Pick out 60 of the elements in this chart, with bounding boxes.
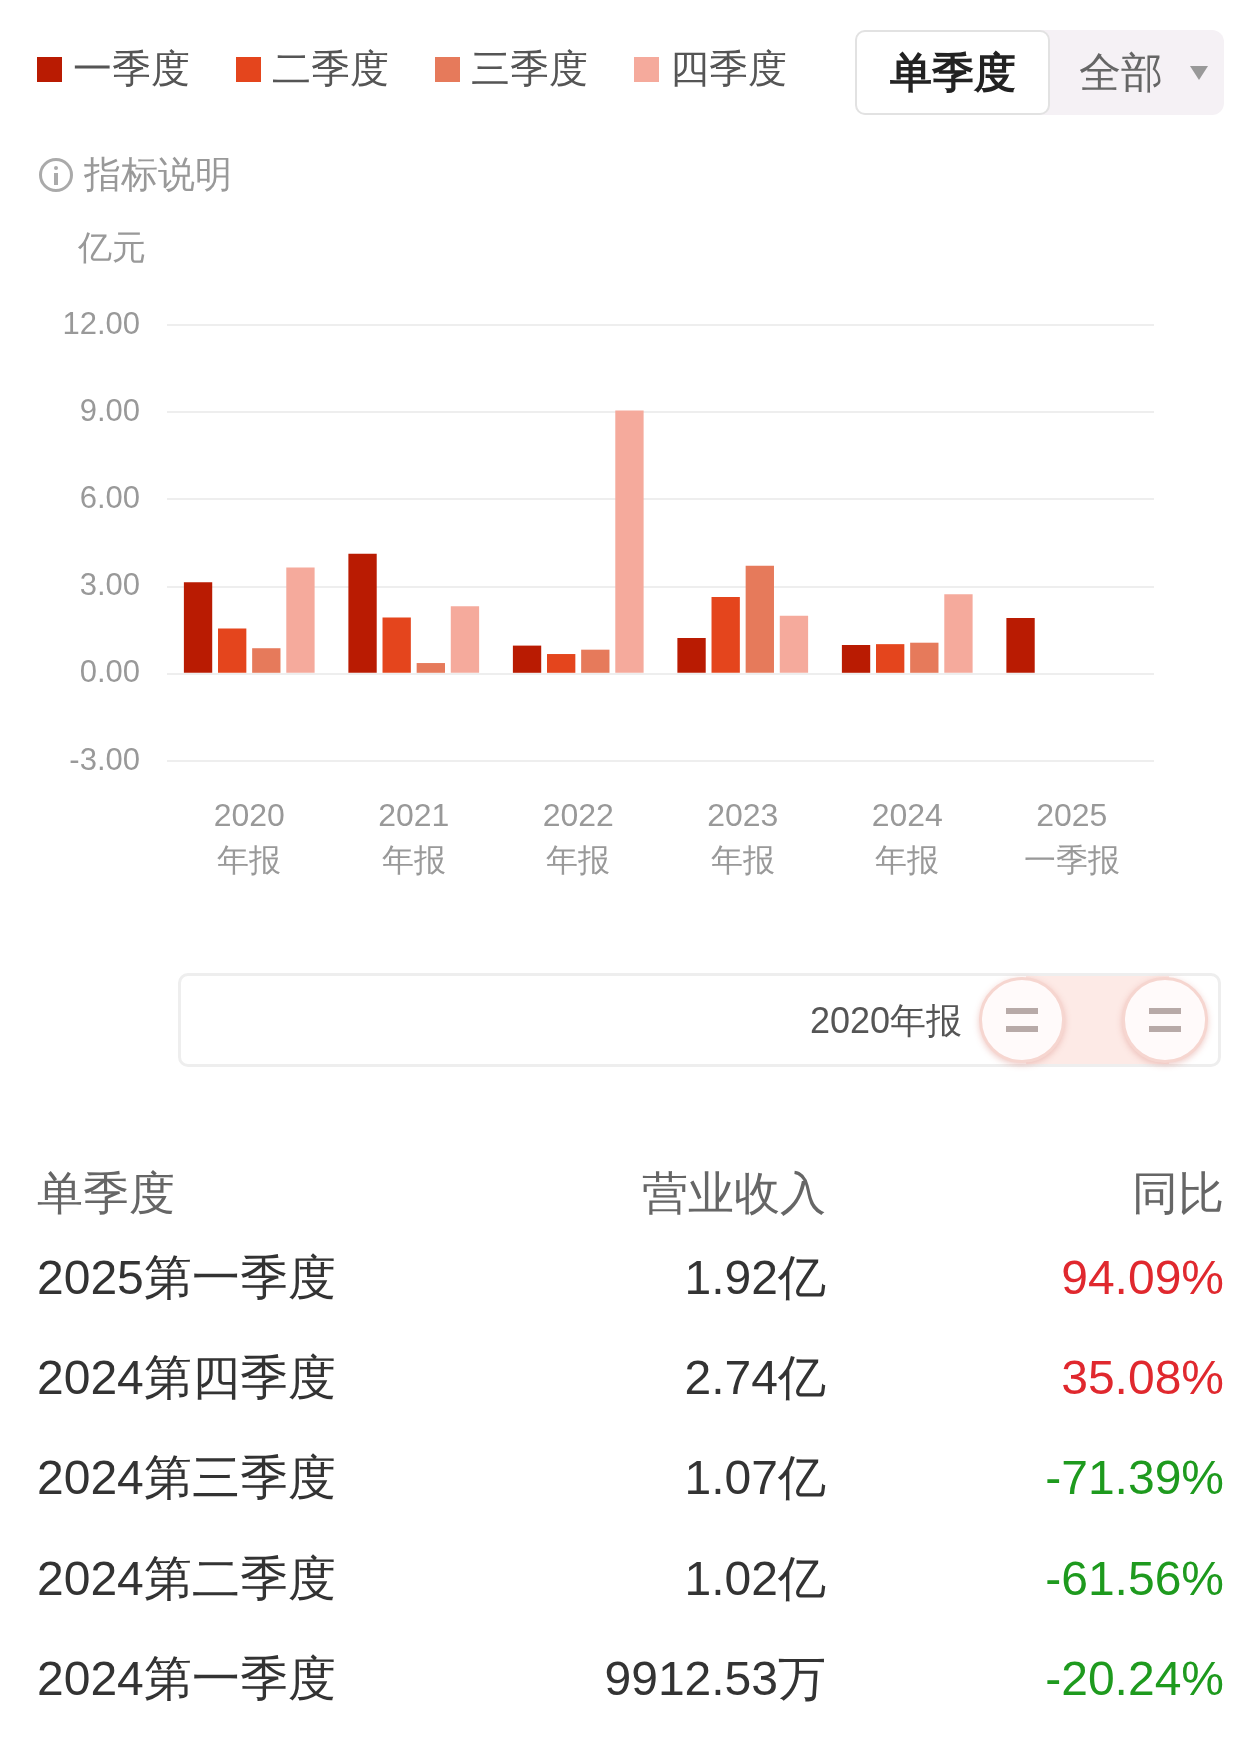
legend-label: 四季度 xyxy=(670,46,787,92)
text: 1.92亿 xyxy=(684,1250,826,1306)
bar xyxy=(286,567,315,673)
text: -71.39% xyxy=(1045,1450,1224,1507)
y-tick-label: -3.00 xyxy=(69,741,140,777)
y-tick-label: 0.00 xyxy=(79,654,140,690)
y-axis-title: 亿元 xyxy=(78,228,146,266)
text: -61.56% xyxy=(1045,1550,1224,1607)
button: 单季度 xyxy=(855,30,1050,115)
bar xyxy=(218,628,247,673)
bar xyxy=(512,645,542,673)
text: 2024第三季度 xyxy=(37,1450,336,1507)
text: 2024第一季度 xyxy=(37,1650,336,1707)
x-tick-label: 2024 年报 xyxy=(871,797,943,879)
bar xyxy=(711,597,740,673)
legend-label: 一季度 xyxy=(73,46,190,92)
y-tick-label: 6.00 xyxy=(79,479,140,515)
text: 2024第二季度 xyxy=(37,1550,336,1607)
text: 单季度 xyxy=(37,1166,175,1221)
bar xyxy=(547,654,576,673)
text: -20.24% xyxy=(1045,1650,1224,1707)
bar xyxy=(944,594,973,673)
text: 94.09% xyxy=(1061,1250,1224,1306)
text: 2025第一季度 xyxy=(37,1250,336,1306)
segmented-control: 单季度 全部 xyxy=(855,30,1224,115)
legend-label: 二季度 xyxy=(272,46,389,92)
text: 35.08% xyxy=(1061,1350,1224,1407)
bar xyxy=(416,663,445,673)
bar xyxy=(252,648,281,673)
bar xyxy=(348,553,377,673)
y-tick-label: 9.00 xyxy=(79,392,140,428)
bar xyxy=(841,645,871,673)
bar xyxy=(876,644,905,673)
text: 营业收入 xyxy=(642,1166,826,1221)
bar xyxy=(615,410,644,673)
bar xyxy=(677,638,706,673)
y-tick-label: 3.00 xyxy=(79,567,140,603)
bar xyxy=(450,606,480,673)
bar xyxy=(382,617,411,673)
text: 同比 xyxy=(1132,1166,1224,1221)
bar xyxy=(745,565,774,673)
x-tick-label: 2021 年报 xyxy=(378,797,450,879)
x-tick-label: 2025 一季报 xyxy=(1023,797,1120,879)
text: 2020年报 xyxy=(809,1000,962,1042)
x-tick-label: 2023 年报 xyxy=(707,797,779,879)
x-tick-label: 2022 年报 xyxy=(542,797,614,879)
bar xyxy=(910,642,939,673)
x-tick-label: 2020 年报 xyxy=(213,797,285,879)
y-tick-label: 12.00 xyxy=(62,305,140,341)
text: 指标说明 xyxy=(84,154,232,196)
text: 9912.53万 xyxy=(604,1650,826,1707)
text: 1.02亿 xyxy=(684,1550,826,1607)
text: 2024第四季度 xyxy=(37,1350,336,1407)
legend-label: 三季度 xyxy=(471,46,588,92)
text: 2.74亿 xyxy=(684,1350,826,1407)
text: 1.07亿 xyxy=(684,1450,826,1507)
bar xyxy=(1006,617,1035,673)
bar xyxy=(779,615,809,673)
bar xyxy=(183,582,213,673)
bar xyxy=(581,649,610,673)
